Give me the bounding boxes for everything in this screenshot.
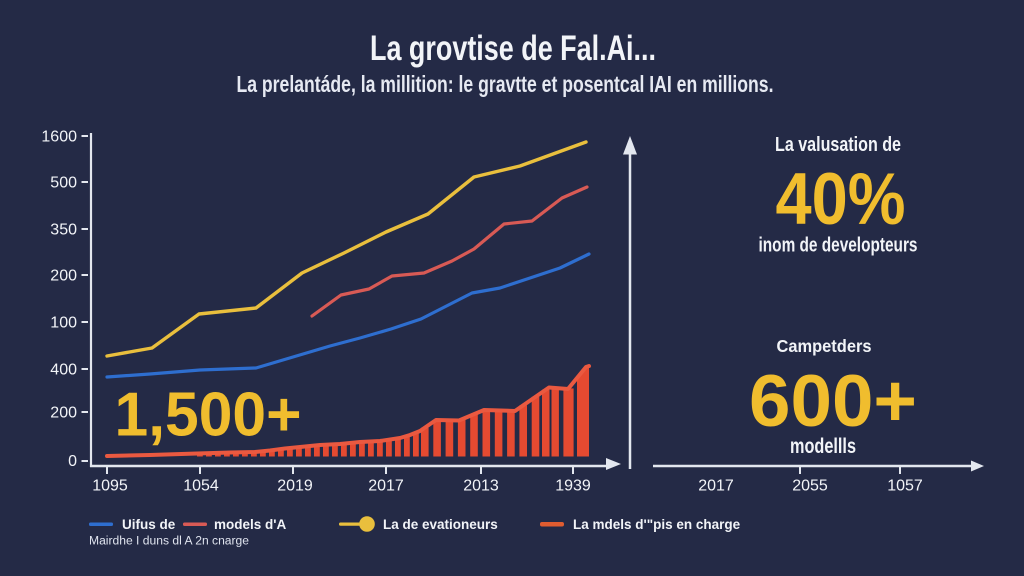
svg-text:1095: 1095 xyxy=(92,478,128,495)
svg-text:200: 200 xyxy=(50,268,77,285)
svg-text:0: 0 xyxy=(68,453,77,470)
svg-text:1054: 1054 xyxy=(183,478,219,495)
svg-text:La grovtise de Fal.Ai...: La grovtise de Fal.Ai... xyxy=(370,29,656,68)
svg-text:400: 400 xyxy=(50,362,77,379)
svg-text:Mairdhe I duns dl A 2n cnarge: Mairdhe I duns dl A 2n cnarge xyxy=(89,536,249,548)
svg-text:1600: 1600 xyxy=(41,129,77,146)
svg-text:200: 200 xyxy=(50,405,77,422)
svg-text:100: 100 xyxy=(50,315,77,332)
svg-text:2013: 2013 xyxy=(463,478,499,495)
svg-text:1057: 1057 xyxy=(887,478,923,495)
svg-text:modellls: modellls xyxy=(790,435,856,458)
svg-text:1,500+: 1,500+ xyxy=(115,381,302,450)
svg-text:La prelantáde, la millition: l: La prelantáde, la millition: le gravtte … xyxy=(237,71,774,97)
svg-text:Campetders: Campetders xyxy=(777,336,872,356)
svg-text:2017: 2017 xyxy=(368,478,404,495)
svg-text:La de evationeurs: La de evationeurs xyxy=(383,517,498,532)
svg-text:1939: 1939 xyxy=(555,478,591,495)
svg-text:Uifus de: Uifus de xyxy=(122,517,176,532)
svg-text:2055: 2055 xyxy=(792,478,828,495)
svg-text:500: 500 xyxy=(50,175,77,192)
svg-text:La mdels d'"pis en charge: La mdels d'"pis en charge xyxy=(573,517,741,532)
svg-text:2017: 2017 xyxy=(698,478,734,495)
svg-text:models d'A: models d'A xyxy=(214,517,286,532)
svg-text:inom de developteurs: inom de developteurs xyxy=(759,234,918,257)
svg-text:La valusation de: La valusation de xyxy=(775,134,901,156)
svg-text:350: 350 xyxy=(50,222,77,239)
svg-text:40%: 40% xyxy=(776,159,906,240)
svg-text:600+: 600+ xyxy=(749,361,917,442)
svg-text:2019: 2019 xyxy=(277,478,313,495)
